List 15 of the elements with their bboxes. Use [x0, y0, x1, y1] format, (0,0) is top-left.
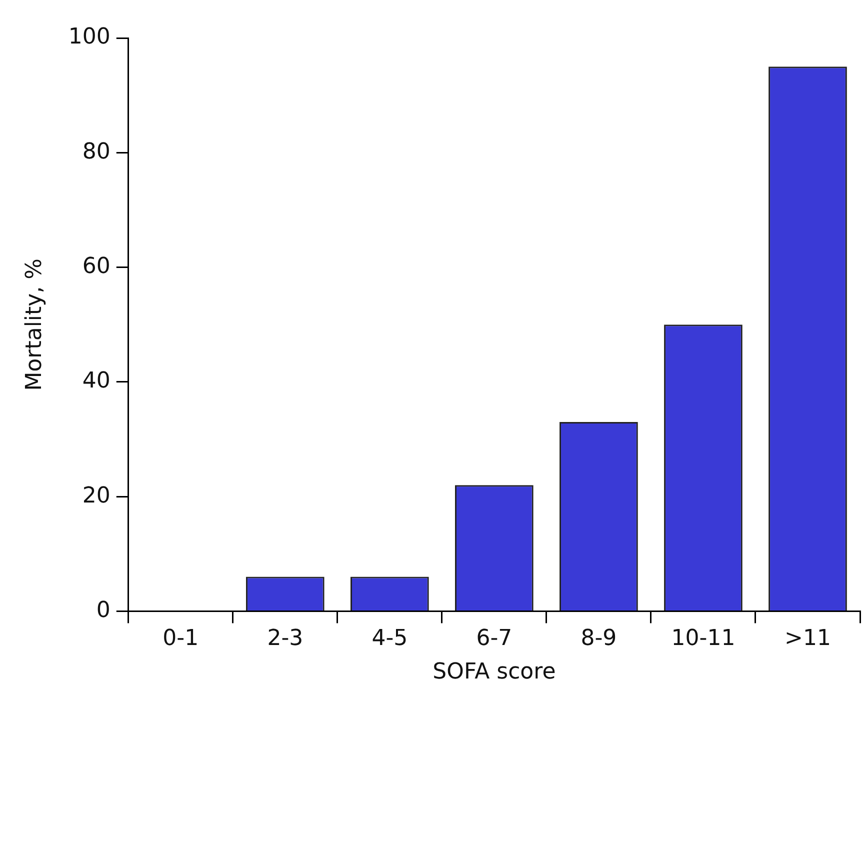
x-tick-label: 6-7: [476, 626, 512, 652]
y-tick-label: 0: [96, 598, 110, 623]
y-tick-label: 40: [82, 368, 110, 394]
x-tick-label: >11: [784, 626, 831, 652]
y-tick-label: 100: [68, 24, 110, 50]
y-axis-title: Mortality, %: [22, 258, 47, 391]
y-tick-label: 60: [82, 254, 110, 279]
x-tick-label: 4-5: [372, 626, 408, 652]
y-tick-label: 80: [82, 139, 110, 164]
x-axis-title: SOFA score: [432, 660, 556, 685]
x-tick-label: 0-1: [162, 626, 199, 652]
y-tick-label: 20: [82, 483, 110, 508]
x-tick-label: 10-11: [671, 626, 736, 652]
x-tick-label: 8-9: [580, 626, 617, 652]
x-tick-label: 2-3: [267, 626, 304, 652]
